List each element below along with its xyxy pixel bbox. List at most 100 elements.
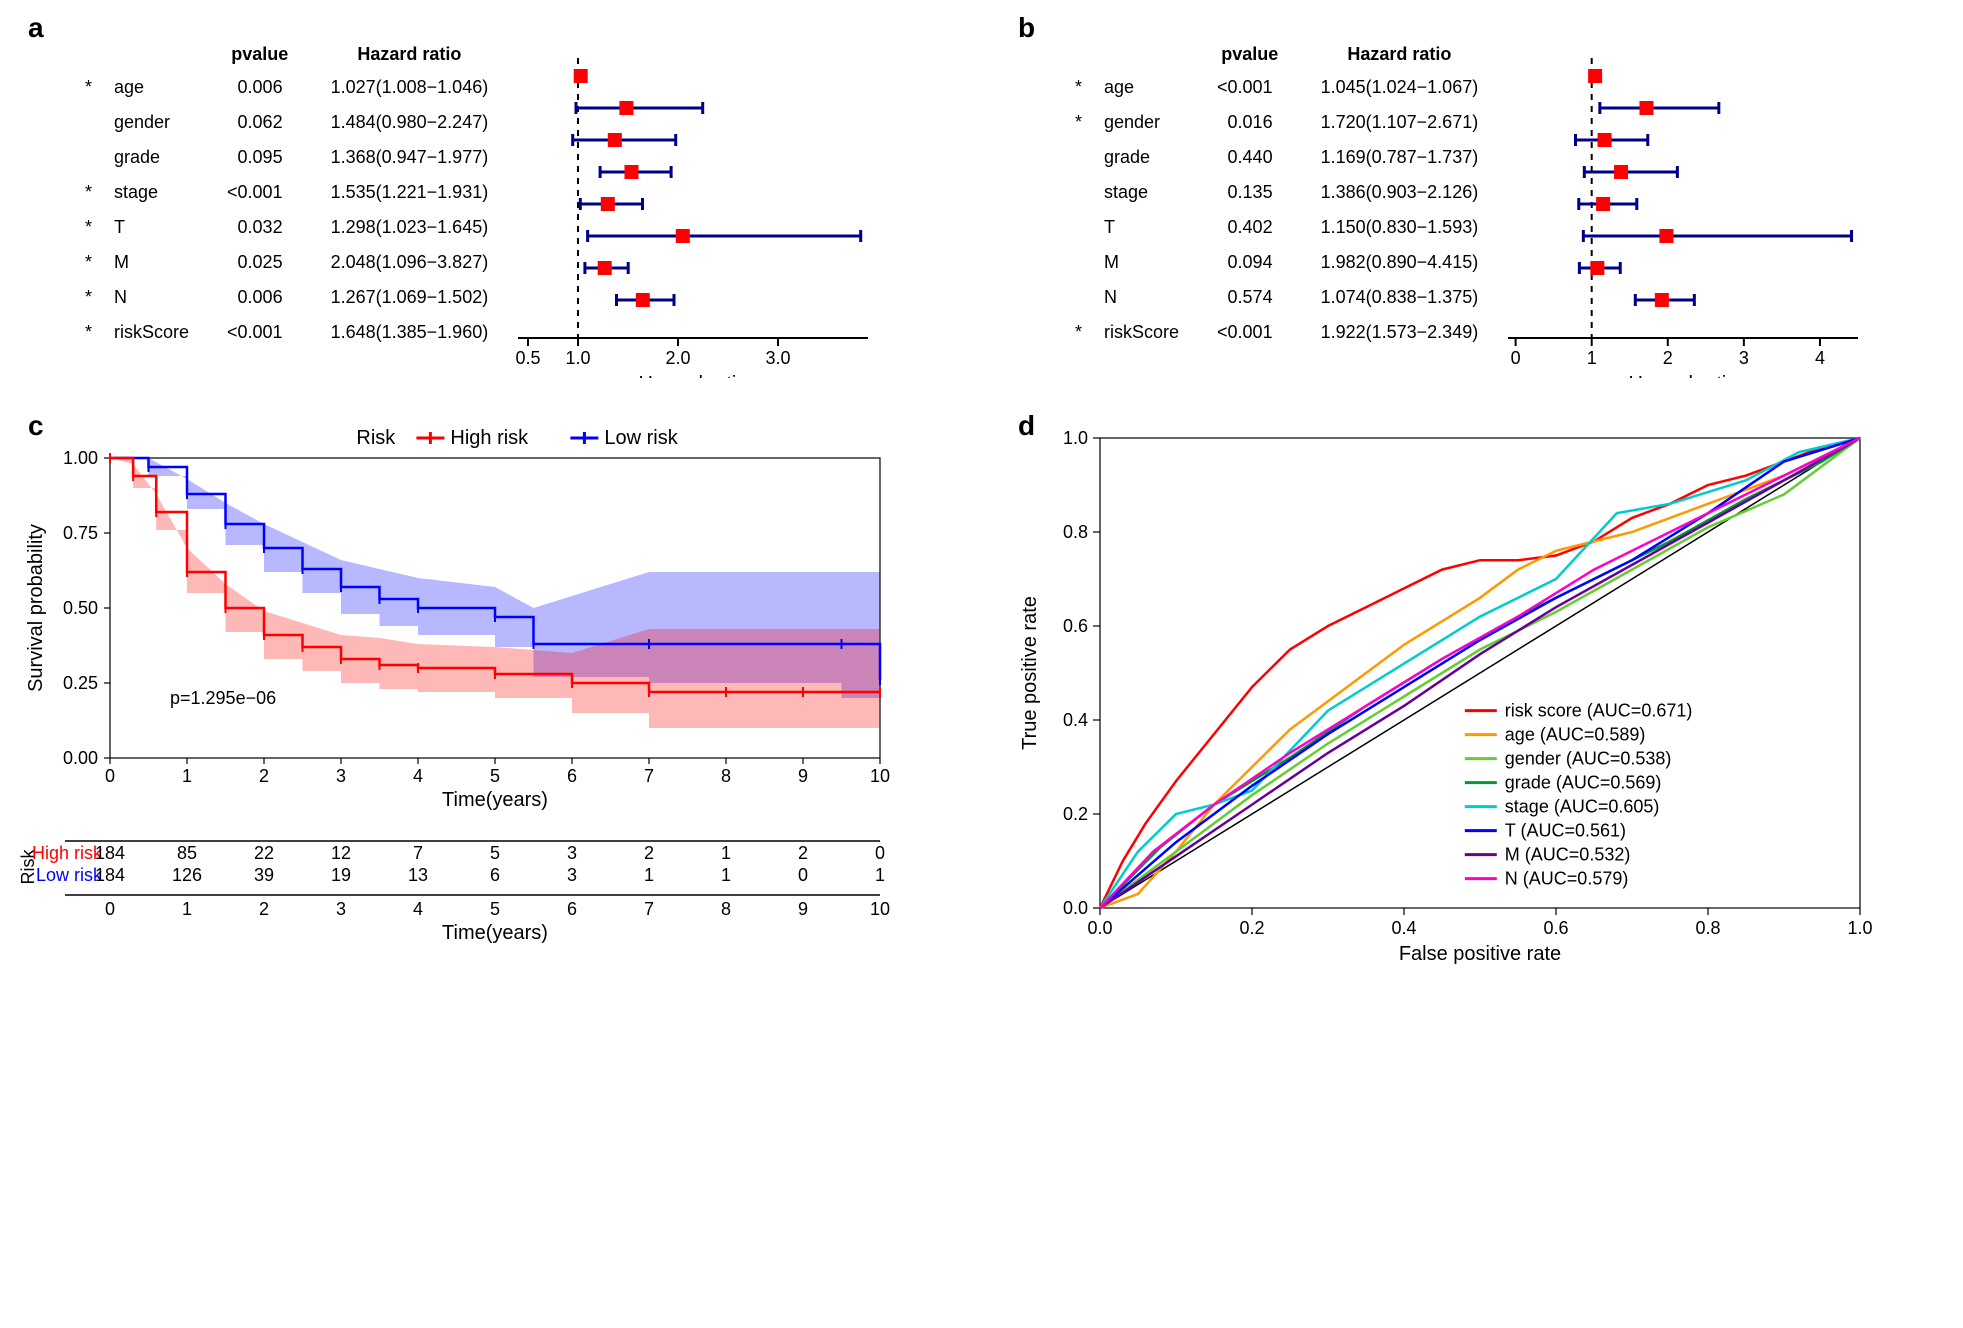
forest-pvalue: 0.006: [209, 281, 311, 314]
forest-b-table: pvalue Hazard ratio *age<0.0011.045(1.02…: [1046, 38, 1498, 351]
forest-varname: stage: [96, 176, 207, 209]
svg-text:0.00: 0.00: [63, 748, 98, 768]
forest-hrtext: 1.150(0.830−1.593): [1303, 211, 1497, 244]
forest-row: T0.4021.150(0.830−1.593): [1048, 211, 1496, 244]
svg-text:1: 1: [721, 843, 731, 863]
svg-text:5: 5: [490, 899, 500, 919]
forest-hrtext: 1.535(1.221−1.931): [313, 176, 507, 209]
svg-text:Time(years): Time(years): [442, 922, 548, 944]
svg-text:0.8: 0.8: [1695, 918, 1720, 938]
svg-text:Hazard ratio: Hazard ratio: [639, 373, 748, 378]
forest-hrtext: 1.922(1.573−2.349): [1303, 316, 1497, 349]
forest-row: *T0.0321.298(1.023−1.645): [58, 211, 506, 244]
svg-text:1: 1: [644, 865, 654, 885]
svg-text:1.00: 1.00: [63, 448, 98, 468]
svg-text:22: 22: [254, 843, 274, 863]
forest-star: *: [1048, 316, 1084, 349]
forest-row: *M0.0252.048(1.096−3.827): [58, 246, 506, 279]
forest-hrtext: 1.484(0.980−2.247): [313, 106, 507, 139]
svg-text:9: 9: [798, 766, 808, 786]
forest-row: *age0.0061.027(1.008−1.046): [58, 71, 506, 104]
svg-text:Survival probability: Survival probability: [25, 524, 47, 692]
svg-text:39: 39: [254, 865, 274, 885]
forest-row: gender0.0621.484(0.980−2.247): [58, 106, 506, 139]
svg-text:0.2: 0.2: [1063, 804, 1088, 824]
svg-text:1: 1: [1587, 348, 1597, 368]
roc-plot: 0.00.00.20.20.40.40.60.60.80.81.01.0Fals…: [1010, 418, 1890, 978]
forest-pvalue: <0.001: [209, 316, 311, 349]
svg-text:age (AUC=0.589): age (AUC=0.589): [1505, 725, 1646, 745]
svg-text:3.0: 3.0: [766, 348, 791, 368]
forest-varname: M: [1086, 246, 1197, 279]
forest-row: grade0.0951.368(0.947−1.977): [58, 141, 506, 174]
forest-varname: M: [96, 246, 207, 279]
svg-text:gender (AUC=0.538): gender (AUC=0.538): [1505, 749, 1672, 769]
forest-hrtext: 1.074(0.838−1.375): [1303, 281, 1497, 314]
forest-hrtext: 1.169(0.787−1.737): [1303, 141, 1497, 174]
svg-text:6: 6: [490, 865, 500, 885]
forest-row: stage0.1351.386(0.903−2.126): [1048, 176, 1496, 209]
forest-star: *: [58, 71, 94, 104]
forest-varname: age: [1086, 71, 1197, 104]
forest-star: *: [58, 211, 94, 244]
svg-text:Hazard ratio: Hazard ratio: [1629, 373, 1738, 378]
forest-hrtext: 1.720(1.107−2.671): [1303, 106, 1497, 139]
svg-text:M (AUC=0.532): M (AUC=0.532): [1505, 845, 1631, 865]
svg-text:3: 3: [336, 766, 346, 786]
svg-text:True positive rate: True positive rate: [1019, 596, 1041, 750]
panel-d: d 0.00.00.20.20.40.40.60.60.80.81.01.0Fa…: [1010, 418, 1940, 983]
svg-text:0.6: 0.6: [1543, 918, 1568, 938]
svg-text:0: 0: [798, 865, 808, 885]
svg-text:0.2: 0.2: [1239, 918, 1264, 938]
forest-a-head-pvalue: pvalue: [209, 40, 311, 69]
svg-text:12: 12: [331, 843, 351, 863]
panel-b: b pvalue Hazard ratio *age<0.0011.045(1.…: [1010, 20, 1940, 378]
forest-pvalue: <0.001: [209, 176, 311, 209]
svg-text:2: 2: [1663, 348, 1673, 368]
forest-varname: N: [96, 281, 207, 314]
svg-text:High risk: High risk: [450, 427, 529, 449]
forest-pvalue: 0.440: [1199, 141, 1301, 174]
forest-varname: T: [96, 211, 207, 244]
forest-hrtext: 1.267(1.069−1.502): [313, 281, 507, 314]
svg-text:0: 0: [105, 899, 115, 919]
forest-star: *: [58, 316, 94, 349]
forest-star: *: [1048, 71, 1084, 104]
forest-row: *N0.0061.267(1.069−1.502): [58, 281, 506, 314]
svg-text:9: 9: [798, 899, 808, 919]
svg-text:184: 184: [95, 843, 125, 863]
forest-row: grade0.4401.169(0.787−1.737): [1048, 141, 1496, 174]
forest-star: [1048, 246, 1084, 279]
svg-text:3: 3: [336, 899, 346, 919]
svg-text:3: 3: [567, 865, 577, 885]
svg-text:2: 2: [259, 899, 269, 919]
forest-star: *: [1048, 106, 1084, 139]
forest-pvalue: 0.402: [1199, 211, 1301, 244]
forest-a-head-hr: Hazard ratio: [313, 40, 507, 69]
svg-text:0.5: 0.5: [516, 348, 541, 368]
svg-text:5: 5: [490, 843, 500, 863]
forest-hrtext: 1.368(0.947−1.977): [313, 141, 507, 174]
forest-row: N0.5741.074(0.838−1.375): [1048, 281, 1496, 314]
svg-text:8: 8: [721, 766, 731, 786]
svg-text:High risk: High risk: [32, 843, 103, 863]
svg-text:2: 2: [259, 766, 269, 786]
svg-text:0.8: 0.8: [1063, 522, 1088, 542]
forest-varname: gender: [96, 106, 207, 139]
svg-text:2: 2: [644, 843, 654, 863]
forest-b-head-pvalue: pvalue: [1199, 40, 1301, 69]
svg-text:7: 7: [644, 899, 654, 919]
svg-text:4: 4: [413, 766, 423, 786]
svg-text:False positive rate: False positive rate: [1399, 943, 1561, 965]
svg-text:6: 6: [567, 899, 577, 919]
svg-text:6: 6: [567, 766, 577, 786]
forest-pvalue: <0.001: [1199, 71, 1301, 104]
forest-varname: gender: [1086, 106, 1197, 139]
svg-text:10: 10: [870, 899, 890, 919]
forest-varname: riskScore: [1086, 316, 1197, 349]
forest-varname: stage: [1086, 176, 1197, 209]
forest-hrtext: 1.386(0.903−2.126): [1303, 176, 1497, 209]
forest-pvalue: 0.032: [209, 211, 311, 244]
panel-b-label: b: [1018, 12, 1035, 44]
forest-star: [1048, 211, 1084, 244]
